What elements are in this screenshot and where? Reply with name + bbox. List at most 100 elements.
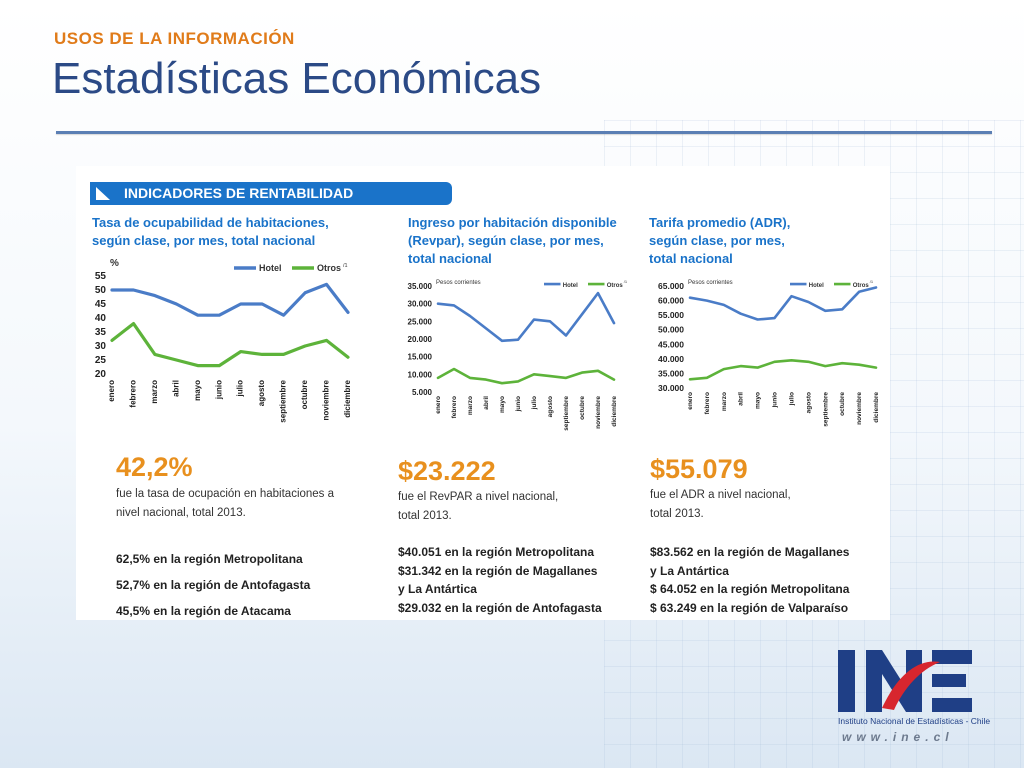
data-point [581, 371, 583, 374]
data-point [706, 377, 708, 379]
data-point [325, 283, 328, 286]
ine-website: www.ine.cl [842, 730, 954, 744]
series-line-otros [688, 359, 878, 381]
data-point [325, 339, 328, 342]
legend-label: Otros [607, 283, 624, 289]
data-point [689, 296, 691, 299]
x-tick-label: marzo [467, 396, 474, 415]
data-point [824, 365, 827, 367]
x-tick-label: junio [515, 396, 522, 413]
data-point [773, 317, 776, 319]
indicators-banner: INDICADORES DE RENTABILIDAD [90, 182, 452, 205]
data-point [565, 334, 567, 337]
adr-line-chart: Pesos corrientes 65.000 60.000 55.000 50.000… [658, 279, 880, 427]
y-tick-label: 30.000 [658, 383, 684, 393]
y-axis-label: Pesos corrientes [436, 280, 481, 286]
data-point [597, 370, 599, 372]
data-point [282, 314, 285, 316]
data-point [706, 299, 708, 302]
data-point [175, 359, 178, 361]
data-point [347, 311, 349, 314]
stat-1-value: 42,2% [116, 452, 193, 482]
x-tick-label: febrero [451, 396, 458, 418]
data-point [239, 303, 242, 305]
y-tick-label: 10.000 [408, 370, 433, 379]
data-point [437, 377, 439, 379]
data-point [347, 356, 349, 358]
infographic-panel [76, 166, 890, 620]
stat-2-description: fue el RevPAR a nivel nacional, total 20… [398, 488, 558, 526]
x-tick-label: enero [107, 380, 116, 402]
chart-1-title-line: según clase, por mes, total nacional [92, 233, 316, 248]
chart-2-title-line: total nacional [408, 251, 492, 266]
y-tick-label: 55 [95, 271, 107, 282]
y-tick-label: 35.000 [658, 368, 684, 378]
x-tick-label: noviembre [322, 379, 331, 420]
chart-2-title-line: (Revpar), según clase, por mes, [408, 233, 604, 248]
x-tick-label: septiembre [563, 396, 570, 431]
x-tick-label: agosto [547, 396, 554, 417]
data-point [111, 339, 113, 342]
chart-1-title-line: Tasa de ocupabilidad de habitaciones, [92, 215, 329, 230]
data-point [197, 364, 199, 367]
data-point [261, 353, 263, 356]
banner-label: INDICADORES DE RENTABILIDAD [124, 185, 354, 201]
x-tick-label: abril [483, 396, 490, 410]
data-point [132, 322, 135, 325]
series-line-otros [110, 322, 350, 368]
x-tick-label: octubre [839, 392, 846, 416]
data-point [218, 314, 221, 316]
chart-3-title-line: Tarifa promedio (ADR), [649, 215, 791, 230]
data-point [154, 294, 156, 297]
legend-label: Hotel [259, 263, 282, 273]
x-tick-label: julio [236, 380, 245, 398]
ine-logo-mark [838, 650, 972, 712]
stat-3-regions: $83.562 en la región de Magallanes y La … [650, 543, 849, 617]
stat-2-desc-line: total 2013. [398, 510, 452, 522]
stat-1-regions: 62,5% en la región Metropolitana 52,7% e… [116, 546, 310, 624]
x-tick-label: mayo [755, 392, 762, 409]
stat-1-description: fue la tasa de ocupación en habitaciones… [116, 485, 334, 523]
chart-3-title-line: total nacional [649, 251, 733, 266]
data-point [824, 309, 827, 312]
region-item: $ 64.052 en la región Metropolitana [650, 582, 850, 596]
data-point [858, 363, 860, 366]
region-item: 52,7% en la región de Antofagasta [116, 578, 311, 592]
x-tick-label: agosto [805, 392, 812, 413]
data-point [790, 359, 793, 362]
y-tick-label: 30 [95, 341, 107, 352]
y-tick-label: 65.000 [658, 281, 684, 291]
data-point [197, 314, 199, 316]
data-point [501, 382, 503, 384]
data-point [549, 375, 551, 377]
y-tick-label: 5.000 [412, 388, 433, 397]
data-point [689, 378, 691, 381]
region-item: $83.562 en la región de Magallanes [650, 545, 850, 559]
data-point [597, 292, 599, 294]
y-tick-label: 20 [95, 369, 107, 380]
x-tick-label: abril [171, 380, 180, 397]
triangle-icon [96, 187, 110, 200]
title-divider [56, 131, 992, 134]
data-point [613, 378, 615, 381]
stat-3-description: fue el ADR a nivel nacional, total 2013. [650, 486, 791, 524]
chart-3-title: Tarifa promedio (ADR), según clase, por … [649, 214, 790, 268]
x-tick-label: abril [738, 392, 745, 406]
y-tick-label: 50.000 [658, 325, 684, 335]
stat-3-desc-line: total 2013. [650, 508, 704, 520]
data-point [581, 313, 583, 316]
data-point [218, 364, 221, 367]
data-point [501, 339, 503, 342]
data-point [756, 366, 759, 369]
stat-1-desc-line: fue la tasa de ocupación en habitaciones… [116, 488, 335, 500]
x-tick-label: septiembre [822, 392, 829, 427]
section-eyebrow: USOS DE LA INFORMACIÓN [54, 29, 295, 48]
data-point [875, 286, 877, 289]
x-tick-label: junio [214, 380, 223, 400]
legend-footnote: /1 [870, 279, 874, 284]
data-point [723, 368, 725, 370]
legend-footnote: /1 [624, 279, 628, 284]
data-point [261, 303, 263, 305]
data-point [175, 303, 178, 305]
